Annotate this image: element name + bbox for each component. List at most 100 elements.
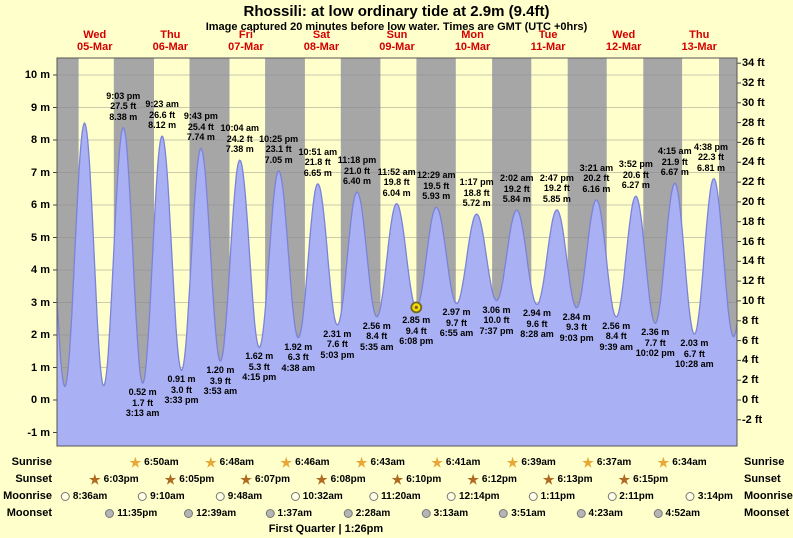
y-axis-metre-label: 4 m [31, 264, 50, 276]
y-axis-feet-label: 8 ft [742, 314, 759, 327]
low-tide-annotation: 1.62 m 5.3 ft 4:15 pm [242, 351, 277, 383]
low-tide-annotation: 0.91 m 3.0 ft 3:33 pm [164, 374, 199, 406]
low-tide-annotation: 1.20 m 3.9 ft 3:53 am [203, 365, 238, 396]
low-tide-annotation: 2.94 m 9.6 ft 8:28 am [520, 308, 554, 340]
tide-curve [56, 121, 738, 388]
moonrise-time: 9:10am [138, 489, 185, 504]
sunrise-icon: ★ [355, 455, 368, 470]
moonset-icon [653, 509, 663, 518]
sunset-icon: ★ [315, 472, 328, 487]
sunrise-time-label: 6:46am [295, 457, 330, 468]
y-axis-feet-label: 10 ft [742, 294, 765, 307]
y-axis-feet-label: 12 ft [742, 275, 765, 288]
moonrise-icon [138, 492, 148, 501]
y-axis-metre-label: 5 m [31, 231, 50, 244]
moonset-time-label: 11:35pm [117, 508, 158, 519]
low-tide-annotation: 2.85 m 9.4 ft 6:08 pm [399, 315, 434, 347]
y-axis-feet-label: 6 ft [742, 334, 759, 347]
moonrise-row-label-right: Moonrise [744, 490, 793, 502]
low-tide-annotation: 2.31 m 7.6 ft 5:03 pm [320, 328, 355, 360]
sunset-time-label: 6:08pm [330, 474, 366, 485]
moonset-time: 11:35pm [105, 506, 157, 521]
sunrise-icon: ★ [204, 455, 217, 470]
y-axis-feet-label: 30 ft [742, 96, 765, 109]
moonset-time: 3:13am [421, 506, 468, 521]
sunset-time: ★ 6:08pm [316, 472, 366, 487]
moonset-row-label-right: Moonset [744, 507, 790, 519]
y-axis-metre-label: 10 m [24, 69, 50, 81]
page-subtitle: Image captured 20 minutes before low wat… [205, 21, 588, 33]
high-tide-annotation: 11:18 pm 21.0 ft 6.40 m [337, 155, 377, 186]
day-label: Mon 10-Mar [454, 29, 491, 53]
moonrise-time-label: 1:11pm [540, 491, 576, 502]
moonset-icon [499, 509, 509, 518]
moonset-time: 1:37am [265, 506, 312, 521]
sunset-icon: ★ [467, 472, 479, 487]
moonset-icon [576, 509, 586, 518]
sunrise-icon: ★ [657, 455, 670, 470]
y-axis-metre-label: -1 m [27, 426, 50, 439]
sunset-time: ★ 6:03pm [89, 472, 139, 487]
low-tide-annotation: 2.36 m 7.7 ft 10:02 pm [635, 327, 675, 359]
moonrise-time: 10:32am [290, 489, 343, 504]
moonrise-time: 1:11pm [528, 489, 576, 504]
sunrise-row-label-left: Sunrise [11, 456, 52, 468]
sunrise-time-label: 6:50am [144, 457, 179, 468]
sunrise-time: ★ 6:43am [356, 455, 405, 470]
moonrise-time-label: 9:10am [150, 491, 185, 502]
sunrise-icon: ★ [506, 455, 519, 470]
moonrise-time-label: 10:32am [302, 491, 343, 502]
y-axis-metre-label: 8 m [31, 134, 50, 146]
y-axis-feet-label: 16 ft [742, 235, 765, 248]
moonrise-time-label: 2:11pm [619, 491, 654, 502]
sunrise-time: ★ 6:34am [658, 455, 707, 470]
low-tide-annotation: 1.92 m 6.3 ft 4:38 am [281, 341, 316, 373]
day-label: Sat 08-Mar [303, 29, 340, 53]
moonrise-time-label: 11:20am [381, 491, 421, 502]
sunrise-icon: ★ [431, 455, 443, 470]
high-tide-annotation: 3:52 pm 20.6 ft 6.27 m [618, 159, 653, 191]
moonset-time-label: 12:39am [196, 508, 237, 519]
y-axis-metre-label: 7 m [31, 166, 50, 179]
moonrise-icon [446, 492, 456, 501]
page-title: Rhossili: at low ordinary tide at 2.9m (… [243, 3, 550, 20]
moonrise-icon [685, 492, 695, 501]
sunrise-time: ★ 6:48am [205, 455, 254, 470]
moonrise-time: 3:14pm [685, 489, 733, 504]
y-axis-feet-label: 4 ft [742, 354, 759, 367]
moon-phase-label: First Quarter | 1:26pm [268, 523, 384, 535]
moonset-icon [421, 509, 431, 518]
high-tide-annotation: 3:21 am 20.2 ft 6.16 m [579, 162, 614, 194]
high-tide-annotation: 10:25 pm 23.1 ft 7.05 m [259, 133, 299, 165]
low-tide-annotation: 2.84 m 9.3 ft 9:03 pm [559, 311, 594, 343]
y-axis-feet-label: 2 ft [742, 374, 759, 387]
y-axis-metre-label: 6 m [31, 199, 50, 211]
moonset-time: 4:23am [576, 506, 623, 521]
high-tide-annotation: 4:15 am 21.9 ft 6.67 m [658, 146, 692, 178]
sunset-time: ★ 6:13pm [543, 472, 593, 487]
moonset-icon [184, 509, 194, 518]
day-label: Fri 07-Mar [228, 29, 264, 53]
moonrise-icon [215, 492, 225, 501]
sunrise-icon: ★ [582, 455, 594, 470]
moonset-row-label-left: Moonset [6, 507, 52, 519]
y-axis-feet-label: 34 ft [742, 57, 765, 70]
sunset-time: ★ 6:15pm [618, 472, 668, 487]
high-tide-annotation: 11:52 am 19.8 ft 6.04 m [377, 166, 416, 198]
high-tide-annotation: 1:17 pm 18.8 ft 5.72 m [459, 177, 494, 209]
sunrise-time-label: 6:48am [219, 457, 255, 468]
moonrise-time: 12:14pm [446, 489, 500, 504]
moonset-time-label: 4:52am [665, 508, 700, 519]
high-tide-annotation: 12:29 am 19.5 ft 5.93 m [417, 170, 456, 202]
moonrise-time-label: 9:48am [227, 491, 263, 502]
moonset-icon [265, 509, 275, 518]
sunset-time-label: 6:10pm [406, 474, 442, 485]
day-label: Sun 09-Mar [379, 29, 415, 53]
sunrise-time: ★ 6:39am [507, 455, 556, 470]
sunset-time: ★ 6:12pm [467, 472, 517, 487]
moonset-time-label: 1:37am [277, 508, 312, 519]
sunset-time-label: 6:05pm [179, 474, 215, 485]
moonset-time-label: 3:51am [511, 508, 546, 519]
